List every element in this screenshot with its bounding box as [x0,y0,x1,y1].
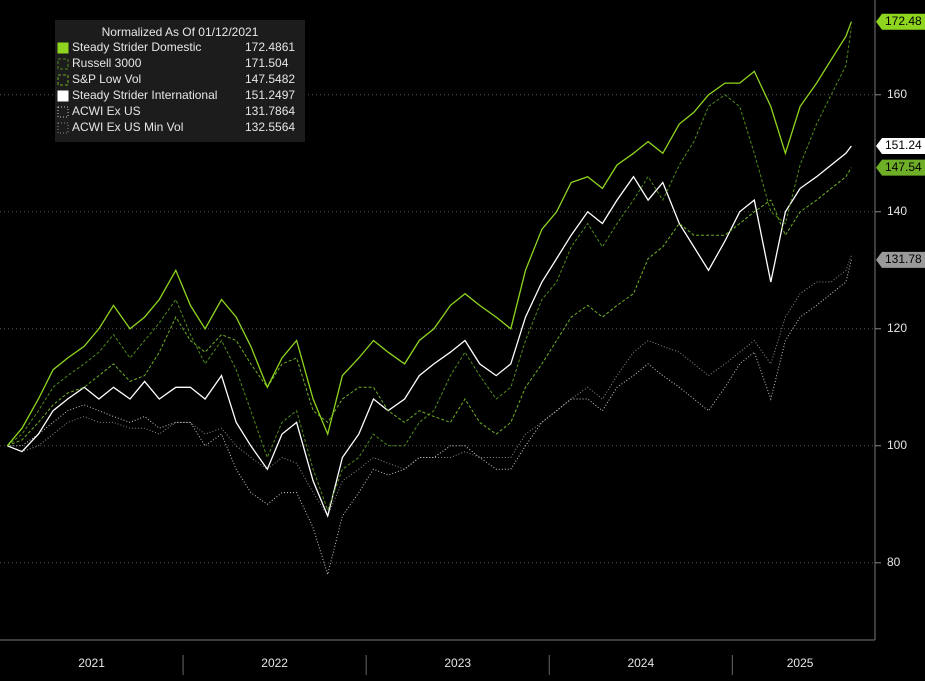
y-tick-label: 100 [887,438,907,452]
legend-swatch [57,58,69,70]
tag-box [876,137,925,154]
legend-label: Steady Strider Domestic [72,40,201,54]
tag-box [876,251,925,268]
series-line [7,167,852,447]
legend-value: 131.7864 [245,104,295,118]
legend-swatch [57,106,69,118]
lines [6,21,853,577]
legend-swatch [57,74,69,86]
x-tick-label: 2022 [261,656,288,670]
legend-value: 171.504 [245,56,289,70]
legend-value: 132.5564 [245,120,295,134]
series-line [6,21,853,447]
legend-value: 151.2497 [245,88,295,102]
legend-label: ACWI Ex US Min Vol [72,120,183,134]
y-tick-label: 160 [887,87,907,101]
tag-label: 147.54 [885,160,922,174]
series-line [7,255,852,518]
tags: 172.48 147.54 151.24 131.78 [876,13,925,268]
legend-label: Steady Strider International [72,88,217,102]
grid [0,94,875,564]
x-tick-label: 2021 [78,656,105,670]
legend-value: 147.5482 [245,72,295,86]
x-tick-label: 2025 [787,656,814,670]
tag-box [876,13,925,30]
legend-box [55,20,305,142]
series-line [7,259,852,577]
legend-swatch [57,90,69,102]
legend-swatch [57,122,69,134]
x-tick-label: 2023 [444,656,471,670]
legend-label: Russell 3000 [72,56,142,70]
legend-swatch [57,42,69,54]
x-tick-label: 2024 [627,656,654,670]
tag-label: 151.24 [885,138,922,152]
y-tick-label: 80 [887,555,901,569]
y-tick-label: 140 [887,204,907,218]
legend-label: S&P Low Vol [72,72,141,86]
legend-value: 172.4861 [245,40,295,54]
axes: 80 100 120 140 160 2021 2022 2023 2024 2025 [78,87,907,675]
legend-label: ACWI Ex US [72,104,141,118]
series-line [7,145,852,519]
legend: Steady Strider Domestic 172.4861 Russell 3… [57,40,295,134]
tag-label: 131.78 [885,252,922,266]
tag-label: 172.48 [885,14,922,28]
series-line [6,27,852,512]
legend-title: Normalized As Of 01/12/2021 [102,25,259,39]
y-tick-label: 120 [887,321,907,335]
tag-box [876,159,925,176]
